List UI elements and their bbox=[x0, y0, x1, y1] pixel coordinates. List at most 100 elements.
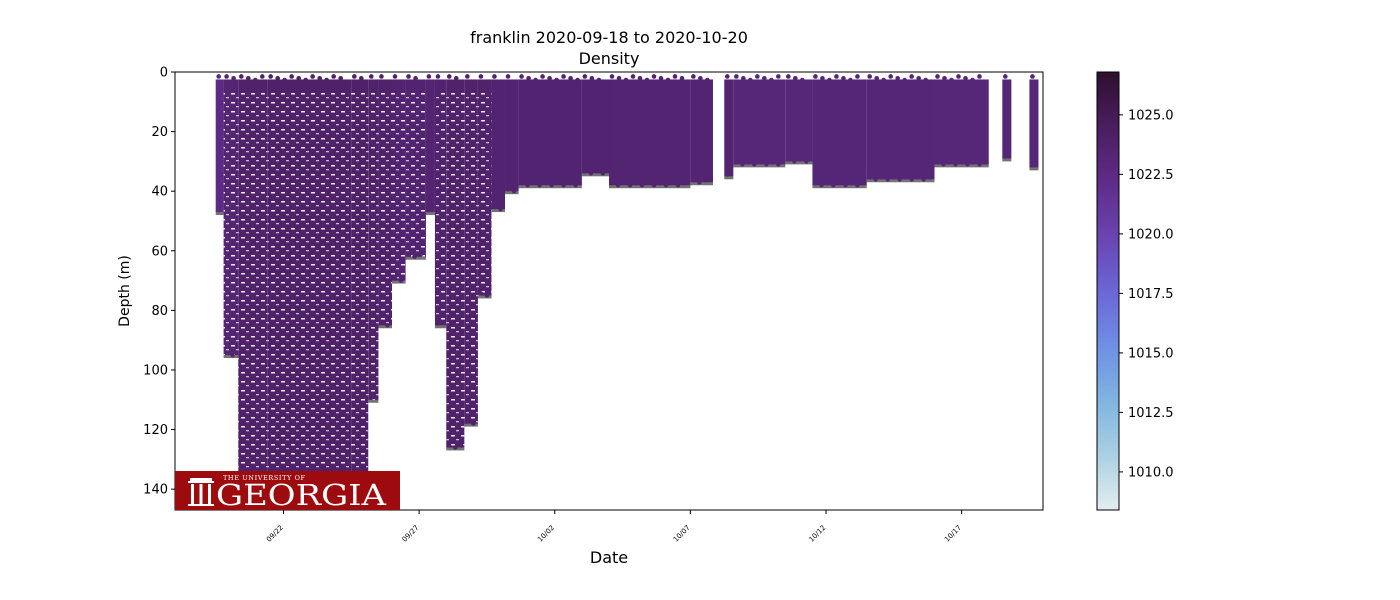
colorbar-tick-label: 1015.0 bbox=[1128, 346, 1174, 361]
data-point bbox=[621, 181, 627, 186]
data-point bbox=[786, 157, 791, 162]
profile-texture bbox=[368, 89, 379, 400]
uga-logo: THE UNIVERSITY OF GEORGIA bbox=[175, 471, 400, 512]
data-point bbox=[837, 181, 842, 186]
data-point bbox=[956, 74, 961, 79]
data-point bbox=[977, 162, 982, 167]
data-point bbox=[352, 74, 357, 79]
profile-segment bbox=[581, 74, 609, 177]
data-point bbox=[331, 74, 336, 79]
profile-texture bbox=[392, 89, 406, 281]
data-point bbox=[909, 177, 914, 182]
plot-frame bbox=[174, 71, 1044, 511]
profile-bottom-fringe bbox=[1029, 166, 1039, 171]
data-point bbox=[446, 74, 452, 79]
y-tick-label: 0 bbox=[160, 66, 168, 81]
profile-segment bbox=[446, 74, 465, 451]
data-point bbox=[465, 74, 470, 79]
x-tick-label: 09/22 bbox=[265, 524, 285, 544]
colorbar-tick-label: 1017.5 bbox=[1128, 287, 1174, 302]
profile-bottom-fringe bbox=[491, 208, 506, 213]
data-point bbox=[748, 77, 753, 83]
profile-fill bbox=[733, 79, 786, 165]
data-point bbox=[594, 169, 600, 174]
data-point bbox=[588, 171, 594, 176]
data-point bbox=[616, 75, 622, 81]
data-point bbox=[561, 183, 566, 188]
data-point bbox=[505, 74, 511, 79]
arch-icon bbox=[188, 478, 214, 506]
y-tick-label: 80 bbox=[151, 304, 168, 319]
data-point bbox=[582, 169, 588, 174]
data-point bbox=[798, 157, 803, 162]
data-point bbox=[734, 74, 739, 79]
x-tick-label: 10/02 bbox=[536, 524, 556, 544]
data-point bbox=[317, 75, 322, 81]
data-point bbox=[927, 175, 932, 180]
data-point bbox=[554, 77, 559, 83]
profile-texture bbox=[464, 89, 478, 424]
colorbar-tick-label: 1010.0 bbox=[1128, 465, 1174, 480]
logo-background bbox=[175, 471, 400, 510]
data-point bbox=[793, 75, 798, 81]
colorbar-gradient bbox=[1096, 71, 1120, 511]
data-point bbox=[525, 183, 530, 188]
profile-segment bbox=[934, 74, 989, 168]
chart-subtitle: Density bbox=[579, 49, 640, 68]
data-point bbox=[531, 181, 536, 186]
data-point bbox=[289, 74, 294, 79]
y-tick-label: 100 bbox=[143, 363, 168, 378]
data-point bbox=[526, 75, 531, 81]
data-point bbox=[953, 162, 958, 167]
data-point bbox=[338, 75, 343, 81]
data-point bbox=[903, 175, 908, 180]
profile-fill bbox=[690, 79, 713, 183]
data-point bbox=[855, 74, 860, 79]
data-point bbox=[895, 75, 900, 81]
data-point bbox=[697, 180, 702, 185]
data-point bbox=[698, 75, 703, 81]
colorbar-tick-label: 1012.5 bbox=[1128, 406, 1174, 421]
profile-texture bbox=[434, 89, 447, 326]
data-point bbox=[776, 74, 781, 79]
x-tick-label: 09/27 bbox=[401, 524, 421, 544]
data-point bbox=[965, 162, 970, 167]
data-point bbox=[406, 74, 411, 79]
logo-main-text: GEORGIA bbox=[216, 478, 387, 512]
data-point bbox=[492, 74, 497, 79]
profile-bottom-fringe bbox=[724, 175, 734, 180]
profile-texture bbox=[378, 89, 392, 326]
data-point bbox=[547, 75, 552, 81]
y-axis: 0 20 40 60 80 100 120 140 bbox=[143, 66, 175, 498]
data-point bbox=[679, 75, 685, 81]
data-point bbox=[609, 74, 615, 79]
data-point bbox=[672, 74, 678, 79]
profile-segment bbox=[1002, 74, 1012, 162]
data-point bbox=[492, 204, 497, 210]
data-point bbox=[398, 278, 404, 283]
data-point bbox=[426, 74, 432, 79]
data-point bbox=[691, 178, 696, 183]
data-point bbox=[368, 74, 374, 79]
logo-small-text: THE UNIVERSITY OF bbox=[223, 474, 306, 482]
profile-fill bbox=[491, 79, 506, 210]
data-point bbox=[705, 77, 710, 83]
data-point bbox=[1030, 163, 1035, 168]
data-point bbox=[623, 77, 629, 83]
data-point bbox=[582, 74, 588, 79]
data-point bbox=[776, 162, 781, 167]
data-point bbox=[758, 160, 763, 165]
profile-segment bbox=[215, 74, 224, 216]
data-point bbox=[977, 74, 982, 79]
profile-segment bbox=[434, 74, 447, 329]
data-point bbox=[216, 207, 221, 213]
data-point bbox=[537, 183, 542, 188]
data-point bbox=[224, 74, 229, 79]
data-point bbox=[369, 395, 374, 400]
data-point bbox=[935, 160, 940, 165]
data-point bbox=[413, 75, 418, 81]
profile-segment bbox=[724, 74, 734, 180]
profile-fill bbox=[934, 79, 989, 165]
y-tick-label: 60 bbox=[151, 244, 168, 259]
profile-bottom-fringe bbox=[464, 422, 478, 427]
